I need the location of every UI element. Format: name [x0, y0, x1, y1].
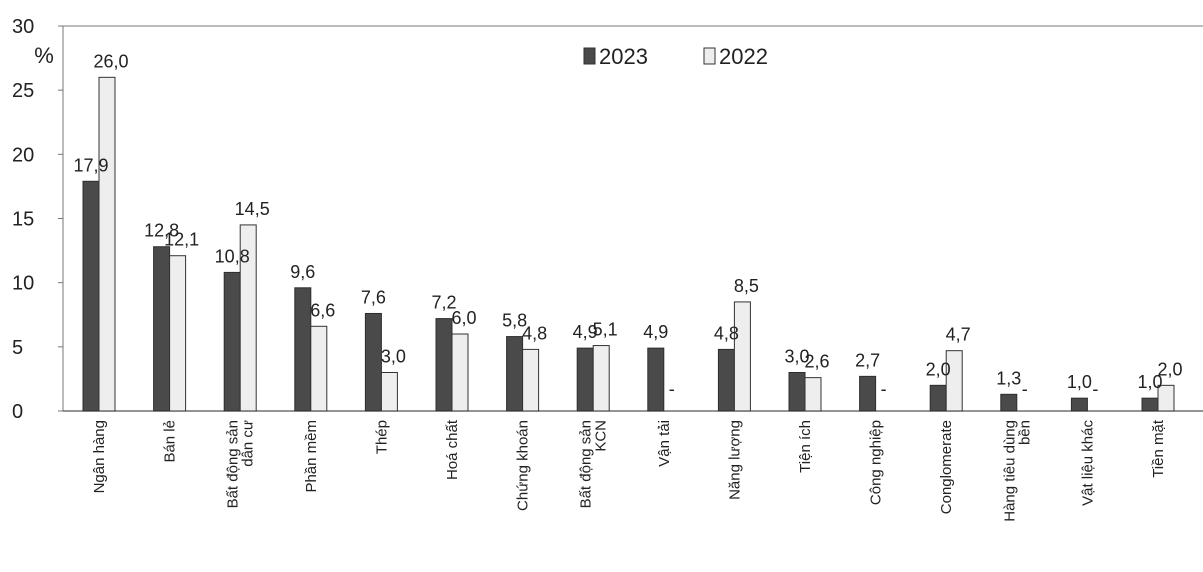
legend: 2023 2022 [583, 44, 768, 69]
bar-2022 [98, 76, 116, 412]
bar-2023 [506, 336, 524, 412]
data-label-2022: 6,6 [310, 300, 335, 320]
bar-2022 [733, 301, 751, 412]
x-category-label: Hàng tiêu dùng [1001, 420, 1018, 522]
data-label-2023: 2,0 [926, 359, 951, 379]
y-tick-label: 15 [12, 209, 34, 231]
bar-2023 [223, 271, 241, 412]
data-label-2022: - [1092, 379, 1098, 399]
bar-2022 [522, 348, 540, 412]
data-label-2022: 8,5 [734, 276, 759, 296]
bar-2022 [169, 255, 187, 412]
bar-2022 [945, 350, 963, 412]
y-tick-label: 20 [12, 144, 34, 166]
x-category-label: Thép [373, 420, 390, 454]
x-category-label: Conglomerate [938, 420, 955, 514]
y-tick-label: 25 [12, 80, 34, 102]
x-category-label: Phần mềm [303, 420, 320, 493]
data-label-2022: 2,6 [804, 352, 829, 372]
x-category-label: bền [1016, 420, 1033, 445]
bar-2023 [153, 246, 171, 412]
bars-group [82, 76, 1175, 412]
data-label-2022: - [881, 379, 887, 399]
data-label-2023: 17,9 [73, 155, 108, 175]
bar-2022 [380, 372, 398, 412]
data-label-2022: 5,1 [593, 320, 618, 340]
data-label-2023: 1,0 [1067, 372, 1092, 392]
data-label-2023: 7,6 [361, 287, 386, 307]
data-label-2022: 4,8 [522, 323, 547, 343]
data-label-2023: 12,8 [144, 221, 179, 241]
data-label-2022: 3,0 [381, 347, 406, 367]
x-category-label: dân cư [240, 420, 257, 467]
y-axis-label: % [34, 43, 54, 68]
data-label-2023: 7,2 [431, 293, 456, 313]
data-label-2023: 2,7 [855, 350, 880, 370]
data-label-2022: 2,0 [1157, 359, 1182, 379]
x-category-label: KCN [593, 420, 610, 452]
data-label-2023: 4,9 [573, 322, 598, 342]
bar-2023 [859, 375, 877, 412]
x-category-label: Tiện ích [797, 420, 814, 473]
bar-2023 [435, 318, 453, 412]
bar-2023 [364, 312, 382, 412]
data-label-2023: 5,8 [502, 311, 527, 331]
y-tick-label: 5 [12, 337, 23, 359]
x-category-label: Công nghiệp [868, 420, 885, 505]
bar-2023 [294, 287, 312, 412]
bar-2022 [310, 325, 328, 412]
bar-2023 [82, 180, 100, 412]
y-tick-label: 10 [12, 273, 34, 295]
y-tick-label: 0 [12, 401, 23, 423]
bar-2023 [717, 348, 735, 412]
data-label-2022: 12,1 [164, 230, 199, 250]
data-label-2022: 6,0 [451, 308, 476, 328]
data-labels-group: 17,9 26,0 12,812,1 10,8 14,5 9,6 6,6 7,6 3,0 7,26… [73, 51, 1182, 399]
bar-2022 [1157, 384, 1175, 412]
y-tick-label: 30 [12, 16, 34, 38]
bar-2023 [576, 347, 594, 412]
data-label-2022: - [669, 379, 675, 399]
legend-label-2023: 2023 [599, 44, 648, 69]
x-category-label: Hoá chất [444, 419, 461, 480]
x-category-label: Năng lượng [726, 420, 743, 500]
data-label-2023: 10,8 [215, 246, 250, 266]
bar-2023 [647, 347, 665, 412]
bar-2023 [788, 372, 806, 412]
x-category-label: Vật liệu khác [1079, 420, 1096, 506]
x-category-label: Bất động sản [225, 420, 242, 508]
data-label-2023: 4,8 [714, 323, 739, 343]
data-label-2022: 4,7 [946, 325, 971, 345]
data-label-2022: - [1022, 379, 1028, 399]
y-axis: 0 5 10 15 20 25 30 [12, 16, 63, 423]
data-label-2023: 4,9 [643, 322, 668, 342]
x-category-label: Vận tải [656, 420, 673, 467]
x-category-label: Ngân hàng [91, 420, 108, 493]
bar-2023 [1141, 397, 1159, 412]
bar-2023 [929, 384, 947, 412]
bar-2022 [239, 224, 257, 412]
bar-2023 [1000, 393, 1018, 412]
data-label-2023: 3,0 [784, 347, 809, 367]
bar-2023 [1070, 397, 1088, 412]
legend-swatch-2023 [583, 47, 596, 65]
legend-swatch-2022 [703, 47, 716, 65]
x-category-label: Chứng khoán [515, 420, 532, 511]
legend-label-2022: 2022 [719, 44, 768, 69]
x-category-label: Tiền mặt [1150, 419, 1167, 478]
data-label-2022: 26,0 [93, 51, 128, 71]
bar-2022 [451, 333, 469, 412]
data-label-2023: 1,0 [1137, 372, 1162, 392]
bar-2022 [804, 377, 822, 412]
x-category-label: Bán lẻ [162, 420, 179, 463]
data-label-2023: 1,3 [996, 368, 1021, 388]
bar-2022 [592, 345, 610, 412]
data-label-2022: 14,5 [235, 199, 270, 219]
data-label-2023: 9,6 [290, 262, 315, 282]
x-category-label: Bất động sản [578, 420, 595, 508]
